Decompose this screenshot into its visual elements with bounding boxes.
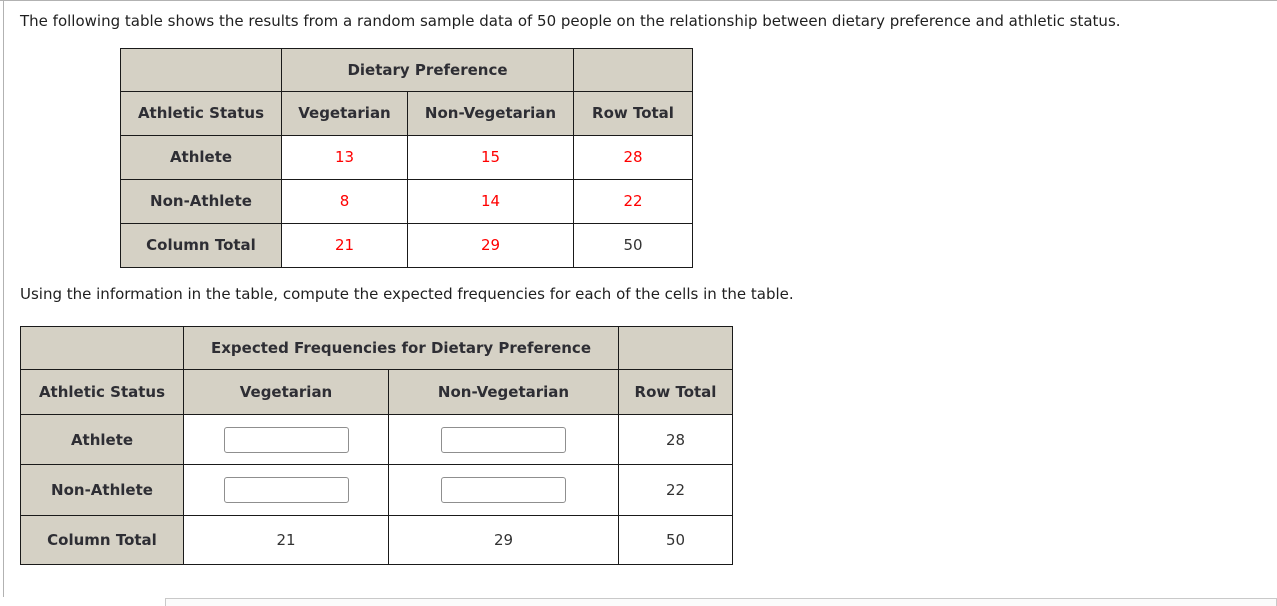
table-row: Athlete 28 xyxy=(20,414,733,465)
expected-cell-athlete-row-total: 28 xyxy=(618,414,733,465)
expected-frequencies-table: Expected Frequencies for Dietary Prefere… xyxy=(20,326,733,565)
expected-row-label-athlete: Athlete xyxy=(20,414,184,465)
expected-row-label-non-athlete: Non-Athlete xyxy=(20,464,184,516)
intro-text: The following table shows the results fr… xyxy=(20,12,1121,30)
observed-cell-non-athlete-non-vegetarian: 14 xyxy=(407,178,574,224)
expected-header-vegetarian: Vegetarian xyxy=(183,369,389,415)
observed-header-athletic-status: Athletic Status xyxy=(120,90,282,136)
table-row: Non-Athlete 8 14 22 xyxy=(120,178,693,224)
observed-cell-athlete-non-vegetarian: 15 xyxy=(407,134,574,180)
expected-frequency-input-athlete-vegetarian[interactable] xyxy=(223,426,349,453)
observed-cell-non-athlete-vegetarian: 8 xyxy=(281,178,408,224)
observed-cell-athlete-row-total: 28 xyxy=(573,134,693,180)
observed-row-label-athlete: Athlete xyxy=(120,134,282,180)
observed-cell-column-total-vegetarian: 21 xyxy=(281,222,408,268)
observed-header-non-vegetarian: Non-Vegetarian xyxy=(407,90,574,136)
expected-header-athletic-status: Athletic Status xyxy=(20,369,184,415)
expected-corner-cell xyxy=(618,326,733,370)
observed-frequencies-table: Dietary Preference Athletic Status Veget… xyxy=(120,47,693,268)
expected-header-row-total: Row Total xyxy=(618,369,733,415)
observed-cell-grand-total: 50 xyxy=(573,222,693,268)
expected-row-label-column-total: Column Total xyxy=(20,515,184,565)
expected-cell-column-total-non-vegetarian: 29 xyxy=(388,515,619,565)
observed-row-label-column-total: Column Total xyxy=(120,222,282,268)
expected-cell-non-athlete-vegetarian xyxy=(183,464,389,516)
observed-row-label-non-athlete: Non-Athlete xyxy=(120,178,282,224)
instruction-text: Using the information in the table, comp… xyxy=(20,284,794,303)
expected-group-header: Expected Frequencies for Dietary Prefere… xyxy=(183,326,619,370)
observed-cell-athlete-vegetarian: 13 xyxy=(281,134,408,180)
expected-cell-grand-total: 50 xyxy=(618,515,733,565)
observed-corner-cell xyxy=(120,47,282,92)
expected-frequency-input-non-athlete-vegetarian[interactable] xyxy=(223,477,349,503)
expected-frequency-input-athlete-non-vegetarian[interactable] xyxy=(441,426,566,453)
expected-header-non-vegetarian: Non-Vegetarian xyxy=(388,369,619,415)
table-row: Athlete 13 15 28 xyxy=(120,134,693,180)
observed-corner-cell xyxy=(573,47,693,92)
observed-cell-non-athlete-row-total: 22 xyxy=(573,178,693,224)
observed-header-row-total: Row Total xyxy=(573,90,693,136)
page-top-border xyxy=(0,0,1277,1)
question-content: The following table shows the results fr… xyxy=(20,12,1121,565)
observed-group-header: Dietary Preference xyxy=(281,47,574,92)
expected-frequency-input-non-athlete-non-vegetarian[interactable] xyxy=(441,477,566,503)
expected-cell-column-total-vegetarian: 21 xyxy=(183,515,389,565)
expected-cell-athlete-non-vegetarian xyxy=(388,414,619,465)
expected-cell-athlete-vegetarian xyxy=(183,414,389,465)
expected-cell-non-athlete-row-total: 22 xyxy=(618,464,733,516)
table-row: Column Total 21 29 50 xyxy=(20,515,733,565)
page-left-border xyxy=(3,0,4,597)
observed-header-vegetarian: Vegetarian xyxy=(281,90,408,136)
table-row: Non-Athlete 22 xyxy=(20,464,733,516)
table-row: Column Total 21 29 50 xyxy=(120,222,693,268)
observed-cell-column-total-non-vegetarian: 29 xyxy=(407,222,574,268)
expected-cell-non-athlete-non-vegetarian xyxy=(388,464,619,516)
expected-corner-cell xyxy=(20,326,184,370)
